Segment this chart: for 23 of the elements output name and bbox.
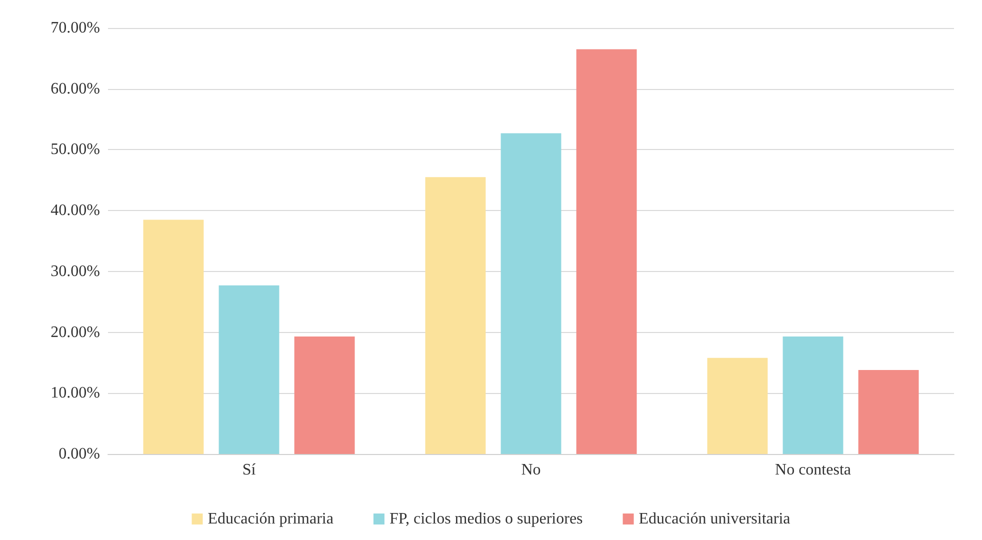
bar <box>858 370 919 454</box>
y-tick-label: 50.00% <box>50 141 100 158</box>
y-tick-label: 20.00% <box>50 324 100 341</box>
y-tick-label: 30.00% <box>50 262 100 280</box>
bar <box>425 177 486 454</box>
legend-label: Educación primaria <box>208 510 334 528</box>
bar <box>576 49 637 454</box>
y-tick-label: 40.00% <box>50 202 100 220</box>
bar <box>707 358 768 454</box>
bar <box>218 285 280 454</box>
legend-label: Educación universitaria <box>638 510 790 528</box>
x-tick-label: Sí <box>242 462 256 478</box>
y-tick-label: 10.00% <box>50 384 100 402</box>
y-tick-label: 60.00% <box>50 80 100 98</box>
bar <box>294 336 355 454</box>
y-tick-label: 0.00% <box>58 446 100 462</box>
x-tick-label: No <box>521 462 541 478</box>
bar <box>143 220 204 454</box>
y-tick-label: 70.00% <box>50 20 100 36</box>
x-tick-label: No contesta <box>775 462 851 478</box>
bar <box>782 336 844 454</box>
legend-label: FP, ciclos medios o superiores <box>389 510 583 528</box>
bar <box>500 133 562 454</box>
